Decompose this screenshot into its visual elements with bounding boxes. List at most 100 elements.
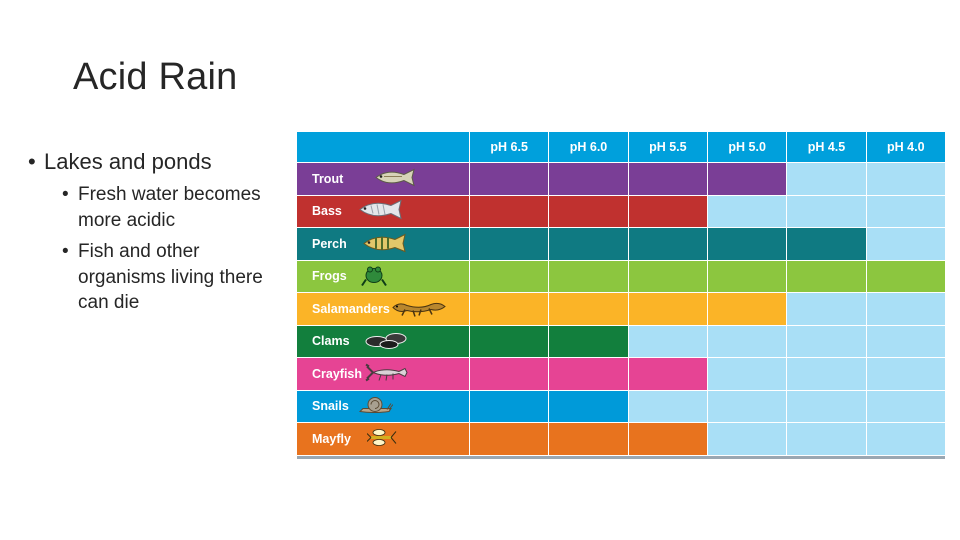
- bullet-list: Lakes and ponds Fresh water becomes more…: [28, 148, 268, 322]
- tolerance-cell-trout-5: [865, 163, 945, 195]
- tolerance-cell-perch-0: [469, 228, 549, 260]
- sub-bullet-fresh-water: Fresh water becomes more acidic: [62, 182, 268, 233]
- row-label: Salamanders: [312, 301, 390, 316]
- tolerance-cell-salamanders-3: [706, 293, 787, 325]
- tolerance-cell-clams-3: [706, 325, 787, 357]
- tolerance-cell-clams-4: [786, 325, 866, 357]
- tolerance-cell-bass-4: [786, 195, 866, 227]
- tolerance-cell-salamanders-5: [865, 293, 945, 325]
- crayfish-icon: [365, 361, 409, 386]
- tolerance-cell-mayfly-0: [469, 423, 549, 455]
- table-row-bass: Bass: [297, 195, 945, 228]
- row-label: Frogs: [312, 269, 347, 284]
- row-label: Crayfish: [312, 366, 363, 381]
- tolerance-cell-salamanders-4: [786, 293, 866, 325]
- tolerance-cell-crayfish-3: [706, 358, 787, 390]
- bass-icon: [357, 199, 405, 224]
- row-label: Trout: [312, 171, 344, 186]
- tolerance-cell-mayfly-3: [706, 423, 787, 455]
- tolerance-cell-perch-3: [706, 228, 787, 260]
- row-label: Snails: [312, 399, 349, 414]
- tolerance-cell-bass-5: [865, 195, 945, 227]
- tolerance-cell-crayfish-4: [786, 358, 866, 390]
- column-header-ph-4-0: pH 4.0: [865, 132, 945, 162]
- table-row-perch: Perch: [297, 228, 945, 261]
- tolerance-cell-snails-4: [786, 390, 866, 422]
- tolerance-cell-trout-0: [469, 163, 549, 195]
- row-label-cell: Bass: [297, 195, 469, 227]
- tolerance-cell-frogs-1: [548, 260, 628, 292]
- tolerance-cell-perch-5: [865, 228, 945, 260]
- table-row-mayfly: Mayfly: [297, 423, 945, 456]
- row-label-cell: Mayfly: [297, 423, 469, 455]
- table-row-clams: Clams: [297, 325, 945, 358]
- tolerance-cell-mayfly-4: [786, 423, 866, 455]
- tolerance-cell-frogs-5: [865, 260, 945, 292]
- tolerance-cell-bass-1: [548, 195, 628, 227]
- tolerance-cell-perch-1: [548, 228, 628, 260]
- tolerance-cell-mayfly-1: [548, 423, 628, 455]
- tolerance-cell-clams-2: [627, 325, 707, 357]
- slide-title: Acid Rain: [73, 56, 238, 98]
- tolerance-cell-salamanders-2: [627, 293, 707, 325]
- tolerance-cell-crayfish-5: [865, 358, 945, 390]
- tolerance-cell-trout-1: [548, 163, 628, 195]
- chart-header-row: pH 6.5 pH 6.0 pH 5.5 pH 5.0 pH 4.5 pH 4.0: [297, 132, 945, 163]
- tolerance-cell-mayfly-2: [627, 423, 707, 455]
- tolerance-cell-snails-0: [469, 390, 549, 422]
- tolerance-cell-trout-3: [706, 163, 787, 195]
- column-header-ph-6-5: pH 6.5: [469, 132, 549, 162]
- tolerance-cell-salamanders-1: [548, 293, 628, 325]
- table-row-crayfish: Crayfish: [297, 358, 945, 391]
- table-row-salamanders: Salamanders: [297, 293, 945, 326]
- tolerance-cell-snails-5: [865, 390, 945, 422]
- tolerance-cell-snails-1: [548, 390, 628, 422]
- column-header-ph-5-5: pH 5.5: [627, 132, 707, 162]
- table-row-snails: Snails: [297, 390, 945, 423]
- header-corner-cell: [297, 132, 469, 162]
- tolerance-cell-trout-2: [627, 163, 707, 195]
- tolerance-cell-clams-1: [548, 325, 628, 357]
- tolerance-cell-clams-0: [469, 325, 549, 357]
- row-label-cell: Salamanders: [297, 293, 469, 325]
- tolerance-cell-perch-2: [627, 228, 707, 260]
- tolerance-cell-frogs-4: [786, 260, 866, 292]
- tolerance-cell-trout-4: [786, 163, 866, 195]
- tolerance-cell-frogs-2: [627, 260, 707, 292]
- row-label-cell: Crayfish: [297, 358, 469, 390]
- row-label-cell: Snails: [297, 390, 469, 422]
- tolerance-cell-snails-2: [627, 390, 707, 422]
- row-label-cell: Frogs: [297, 260, 469, 292]
- column-header-ph-5-0: pH 5.0: [706, 132, 787, 162]
- table-row-frogs: Frogs: [297, 260, 945, 293]
- row-label-cell: Trout: [297, 163, 469, 195]
- tolerance-cell-crayfish-1: [548, 358, 628, 390]
- tolerance-cell-frogs-3: [706, 260, 787, 292]
- ph-tolerance-chart: pH 6.5 pH 6.0 pH 5.5 pH 5.0 pH 4.5 pH 4.0 Tro…: [297, 132, 945, 459]
- trout-icon: [372, 166, 418, 191]
- row-label: Mayfly: [312, 431, 351, 446]
- table-row-trout: Trout: [297, 163, 945, 196]
- mayfly-icon: [366, 425, 397, 452]
- snail-icon: [357, 394, 394, 419]
- tolerance-cell-bass-3: [706, 195, 787, 227]
- tolerance-cell-crayfish-2: [627, 358, 707, 390]
- row-label-cell: Perch: [297, 228, 469, 260]
- row-label-cell: Clams: [297, 325, 469, 357]
- row-label: Clams: [312, 334, 350, 349]
- tolerance-cell-perch-4: [786, 228, 866, 260]
- frog-icon: [361, 262, 387, 291]
- tolerance-cell-bass-0: [469, 195, 549, 227]
- column-header-ph-4-5: pH 4.5: [786, 132, 866, 162]
- clam-icon: [363, 330, 411, 353]
- tolerance-cell-salamanders-0: [469, 293, 549, 325]
- salamander-icon: [391, 297, 447, 320]
- perch-icon: [361, 231, 409, 256]
- tolerance-cell-crayfish-0: [469, 358, 549, 390]
- tolerance-cell-frogs-0: [469, 260, 549, 292]
- sub-bullet-fish-die: Fish and other organisms living there ca…: [62, 239, 268, 316]
- row-label: Perch: [312, 236, 347, 251]
- tolerance-cell-clams-5: [865, 325, 945, 357]
- row-label: Bass: [312, 204, 342, 219]
- tolerance-cell-bass-2: [627, 195, 707, 227]
